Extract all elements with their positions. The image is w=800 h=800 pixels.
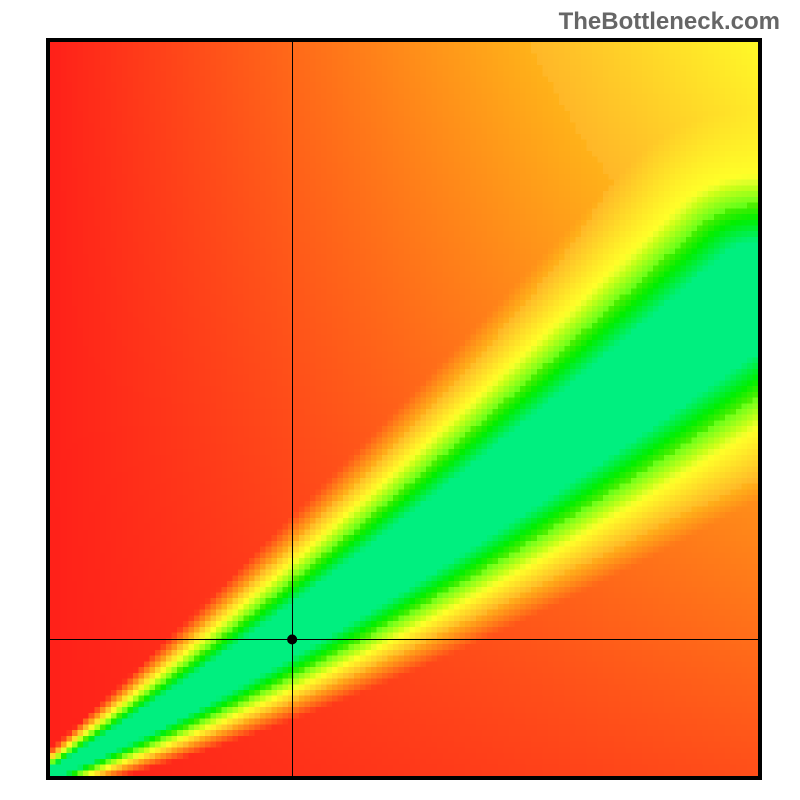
- watermark-text: TheBottleneck.com: [559, 8, 780, 36]
- heatmap-plot: [50, 42, 758, 776]
- heatmap-frame: [46, 38, 762, 780]
- heatmap-overlay: [50, 42, 758, 776]
